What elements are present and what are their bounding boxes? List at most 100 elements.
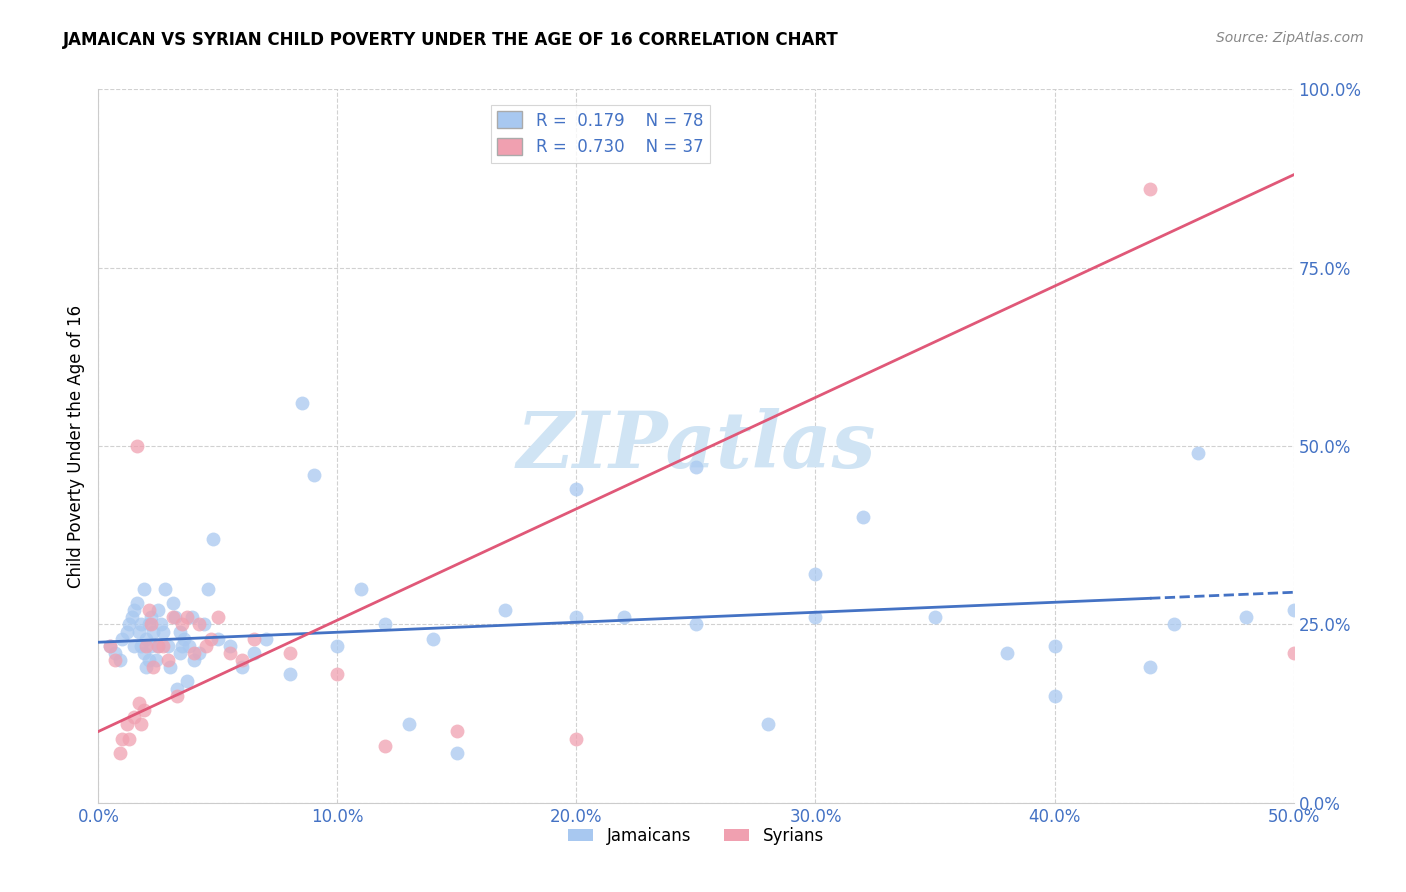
Point <box>422 632 444 646</box>
Point <box>135 639 157 653</box>
Point <box>231 660 253 674</box>
Point <box>202 532 225 546</box>
Point <box>156 653 179 667</box>
Point <box>446 746 468 760</box>
Point <box>162 596 184 610</box>
Point <box>131 639 153 653</box>
Point <box>1234 610 1257 624</box>
Point <box>1282 646 1305 660</box>
Point <box>179 639 201 653</box>
Point <box>852 510 875 524</box>
Point <box>125 596 148 610</box>
Point <box>148 639 170 653</box>
Point <box>159 660 181 674</box>
Point <box>135 632 157 646</box>
Point <box>180 610 202 624</box>
Point <box>1043 689 1066 703</box>
Point <box>173 632 195 646</box>
Point <box>219 646 242 660</box>
Point <box>139 617 162 632</box>
Point <box>135 660 157 674</box>
Text: ZIPatlas: ZIPatlas <box>516 408 876 484</box>
Point <box>118 617 141 632</box>
Point <box>243 646 266 660</box>
Point <box>98 639 122 653</box>
Text: JAMAICAN VS SYRIAN CHILD POVERTY UNDER THE AGE OF 16 CORRELATION CHART: JAMAICAN VS SYRIAN CHILD POVERTY UNDER T… <box>63 31 839 49</box>
Point <box>118 731 141 746</box>
Point <box>176 674 198 689</box>
Point <box>128 696 150 710</box>
Point <box>613 610 636 624</box>
Point <box>207 632 229 646</box>
Point <box>125 439 148 453</box>
Point <box>139 610 162 624</box>
Point <box>138 603 160 617</box>
Point <box>166 689 188 703</box>
Point <box>124 603 146 617</box>
Point <box>187 617 209 632</box>
Point <box>142 624 165 639</box>
Point <box>804 567 827 582</box>
Point <box>924 610 946 624</box>
Point <box>163 610 186 624</box>
Point <box>132 582 155 596</box>
Point <box>1139 660 1161 674</box>
Point <box>142 660 165 674</box>
Point <box>254 632 277 646</box>
Point <box>197 582 219 596</box>
Point <box>231 653 253 667</box>
Point <box>326 667 349 681</box>
Point <box>104 653 127 667</box>
Point <box>128 624 150 639</box>
Point <box>278 667 301 681</box>
Point <box>278 646 301 660</box>
Point <box>374 617 396 632</box>
Point <box>139 639 162 653</box>
Point <box>183 646 205 660</box>
Point <box>115 624 138 639</box>
Point <box>145 653 167 667</box>
Point <box>169 624 191 639</box>
Point <box>166 681 188 696</box>
Point <box>111 632 134 646</box>
Point <box>172 617 194 632</box>
Point <box>398 717 420 731</box>
Y-axis label: Child Poverty Under the Age of 16: Child Poverty Under the Age of 16 <box>66 304 84 588</box>
Point <box>1187 446 1209 460</box>
Point <box>115 717 138 731</box>
Point <box>685 460 707 475</box>
Point <box>169 646 191 660</box>
Point <box>149 617 172 632</box>
Point <box>183 653 205 667</box>
Point <box>172 639 194 653</box>
Point <box>207 610 229 624</box>
Point <box>132 646 155 660</box>
Point <box>148 639 170 653</box>
Legend: Jamaicans, Syrians: Jamaicans, Syrians <box>561 821 831 852</box>
Point <box>995 646 1018 660</box>
Point <box>685 617 707 632</box>
Point <box>156 639 179 653</box>
Text: Source: ZipAtlas.com: Source: ZipAtlas.com <box>1216 31 1364 45</box>
Point <box>132 703 155 717</box>
Point <box>124 710 146 724</box>
Point <box>131 617 153 632</box>
Point <box>804 610 827 624</box>
Point <box>1043 639 1066 653</box>
Point <box>195 639 218 653</box>
Point <box>138 617 160 632</box>
Point <box>243 632 266 646</box>
Point <box>124 639 146 653</box>
Point <box>1139 182 1161 196</box>
Point <box>291 396 314 410</box>
Point <box>494 603 516 617</box>
Point <box>446 724 468 739</box>
Point <box>152 639 174 653</box>
Point <box>565 731 588 746</box>
Point <box>1282 603 1305 617</box>
Point <box>108 746 131 760</box>
Point <box>104 646 127 660</box>
Point <box>138 653 160 667</box>
Point <box>111 731 134 746</box>
Point <box>374 739 396 753</box>
